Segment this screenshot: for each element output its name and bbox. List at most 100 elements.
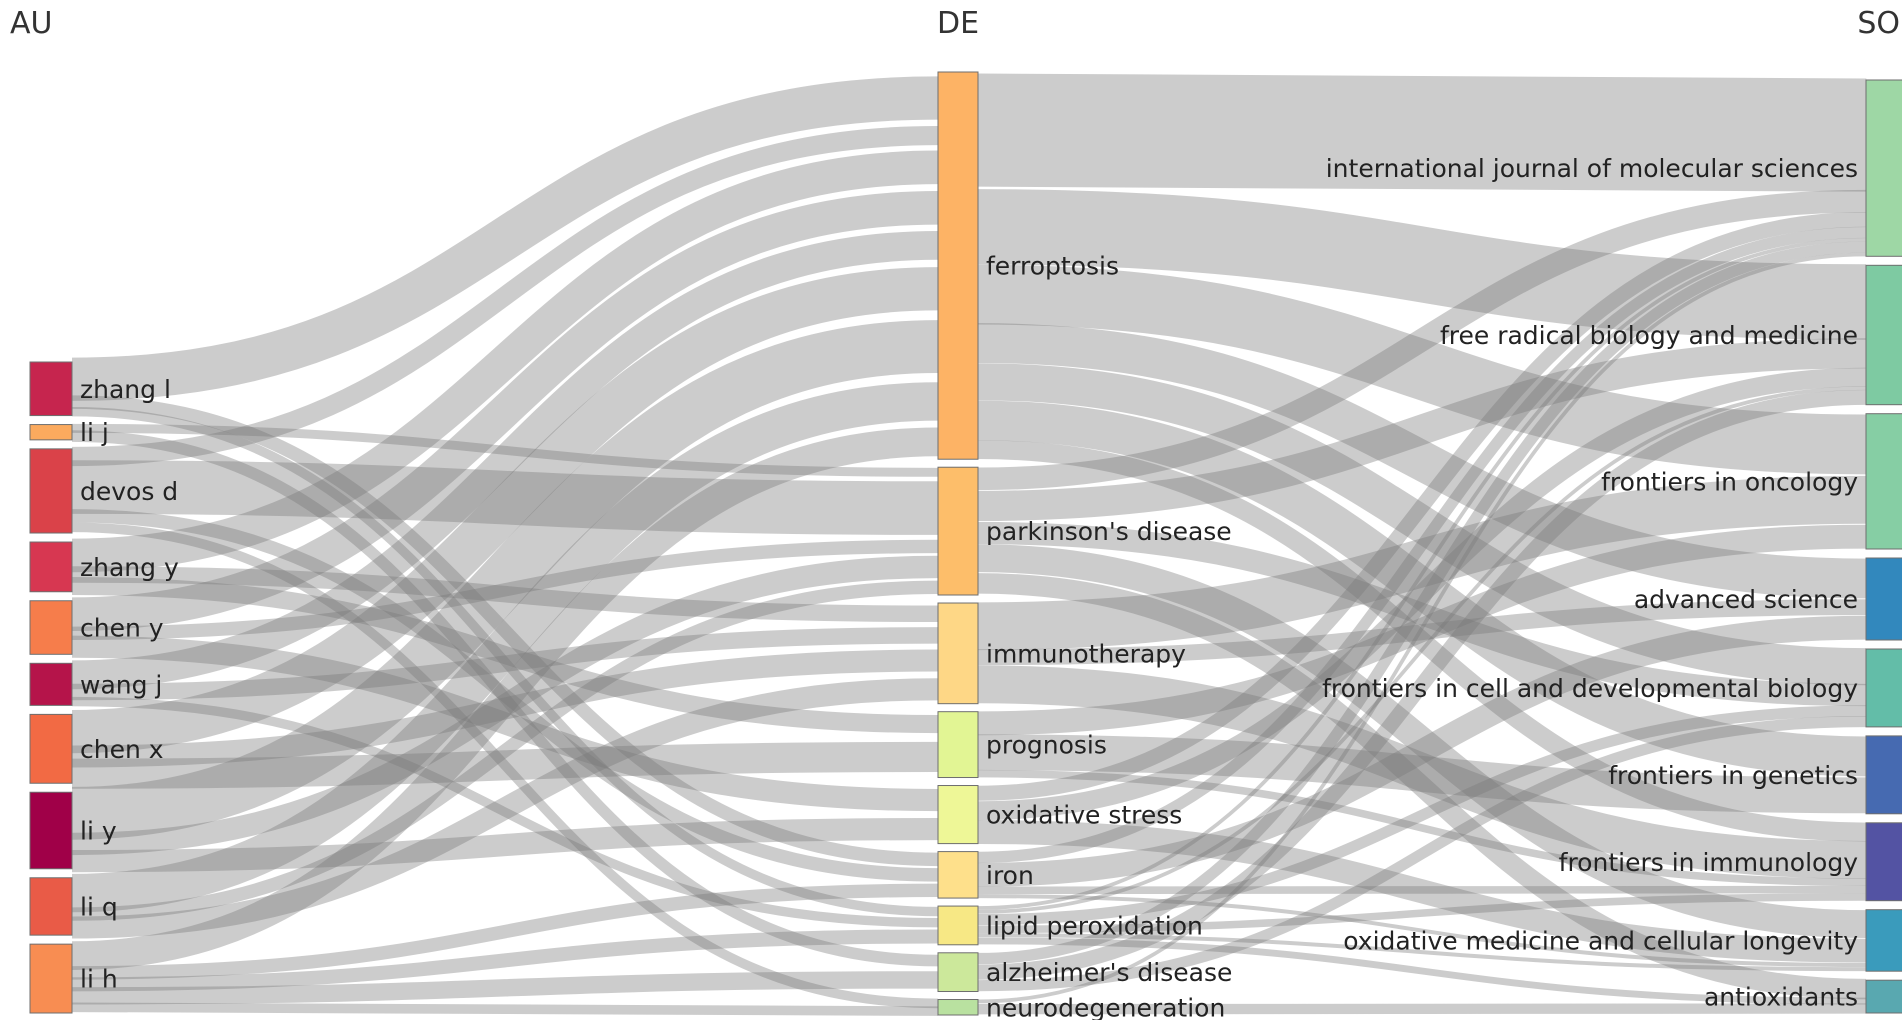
- node-fgen[interactable]: [1865, 735, 1902, 815]
- link-oxidative_stress-to-omcl[interactable]: [977, 820, 1867, 963]
- link-wang_j-to-lipid_peroxidation[interactable]: [71, 696, 939, 928]
- node-chen_y[interactable]: [29, 600, 73, 655]
- link-ferroptosis-to-fimm[interactable]: [977, 440, 1867, 842]
- link-li_y-to-oxidative_stress[interactable]: [71, 817, 939, 873]
- link-lipid_peroxidation-to-fcdb[interactable]: [977, 705, 1867, 926]
- link-oxidative_stress-to-frbm[interactable]: [977, 367, 1867, 821]
- node-li_q[interactable]: [29, 877, 73, 936]
- link-immunotherapy-to-fonc[interactable]: [977, 475, 1867, 651]
- link-prognosis-to-fgen[interactable]: [977, 734, 1867, 814]
- node-devos_d[interactable]: [29, 448, 73, 534]
- link-lipid_peroxidation-to-frbm[interactable]: [977, 386, 1867, 914]
- node-chen_x[interactable]: [29, 713, 73, 784]
- link-ferroptosis-to-fgen[interactable]: [977, 400, 1867, 777]
- link-parkinsons-to-fcdb[interactable]: [977, 521, 1867, 707]
- link-prognosis-to-fonc[interactable]: [977, 524, 1867, 736]
- link-parkinsons-to-ijms[interactable]: [977, 189, 1867, 491]
- link-li_q-to-immunotherapy[interactable]: [71, 678, 939, 939]
- link-li_h-to-iron[interactable]: [71, 883, 939, 980]
- link-li_y-to-parkinsons[interactable]: [71, 555, 939, 856]
- node-ferroptosis[interactable]: [937, 71, 979, 460]
- link-lipid_peroxidation-to-omcl[interactable]: [977, 933, 1867, 972]
- node-zhang_l[interactable]: [29, 361, 73, 417]
- link-zhang_y-to-immunotherapy[interactable]: [71, 566, 939, 623]
- link-iron-to-omcl[interactable]: [977, 894, 1867, 968]
- link-devos_d-to-iron[interactable]: [71, 509, 939, 882]
- link-ferroptosis-to-fonc[interactable]: [977, 264, 1867, 475]
- link-wang_j-to-immunotherapy[interactable]: [71, 627, 939, 701]
- node-antiox[interactable]: [1865, 979, 1902, 1014]
- node-li_y[interactable]: [29, 791, 73, 870]
- link-alzheimers-to-frbm[interactable]: [977, 389, 1867, 980]
- link-ferroptosis-to-frbm[interactable]: [977, 189, 1867, 340]
- link-chen_y-to-ferroptosis[interactable]: [71, 191, 939, 631]
- node-fimm[interactable]: [1865, 822, 1902, 902]
- node-advsci[interactable]: [1865, 557, 1902, 641]
- link-chen_x-to-ferroptosis[interactable]: [71, 267, 939, 754]
- link-prognosis-to-fimm[interactable]: [977, 769, 1867, 886]
- node-li_j[interactable]: [29, 424, 73, 441]
- link-neurodegeneration-to-ijms[interactable]: [977, 252, 1867, 1004]
- node-fonc[interactable]: [1865, 413, 1902, 550]
- link-chen_x-to-immunotherapy[interactable]: [71, 649, 939, 768]
- link-li_h-to-ferroptosis[interactable]: [71, 427, 939, 971]
- link-ferroptosis-to-fcdb[interactable]: [977, 363, 1867, 686]
- link-li_y-to-ferroptosis[interactable]: [71, 320, 939, 840]
- link-immunotherapy-to-advsci[interactable]: [977, 599, 1867, 666]
- link-oxidative_stress-to-ijms[interactable]: [977, 212, 1867, 801]
- link-chen_y-to-parkinsons[interactable]: [71, 539, 939, 640]
- link-li_q-to-parkinsons[interactable]: [71, 580, 939, 921]
- link-lipid_peroxidation-to-fimm[interactable]: [977, 893, 1867, 934]
- node-ijms[interactable]: [1865, 79, 1902, 257]
- link-zhang_y-to-prognosis[interactable]: [71, 576, 939, 734]
- link-alzheimers-to-fcdb[interactable]: [977, 716, 1867, 992]
- link-li_h-to-neurodegeneration[interactable]: [71, 1002, 939, 1016]
- node-prognosis[interactable]: [937, 711, 979, 779]
- link-immunotherapy-to-fimm[interactable]: [977, 665, 1867, 879]
- link-li_h-to-alzheimers[interactable]: [71, 971, 939, 1005]
- node-zhang_y[interactable]: [29, 541, 73, 593]
- link-lipid_peroxidation-to-ijms[interactable]: [977, 237, 1867, 910]
- link-chen_x-to-prognosis[interactable]: [71, 741, 939, 789]
- node-label-parkinsons: parkinson's disease: [986, 517, 1232, 546]
- node-alzheimers[interactable]: [937, 952, 979, 993]
- link-devos_d-to-neurodegeneration[interactable]: [71, 522, 939, 1009]
- link-parkinsons-to-omcl[interactable]: [977, 544, 1867, 938]
- node-fcdb[interactable]: [1865, 648, 1902, 728]
- link-li_j-to-parkinsons[interactable]: [71, 423, 939, 477]
- link-li_q-to-ferroptosis[interactable]: [71, 382, 939, 913]
- link-lipid_peroxidation-to-antiox[interactable]: [977, 937, 1867, 1005]
- link-iron-to-fimm[interactable]: [977, 885, 1867, 895]
- link-devos_d-to-ferroptosis[interactable]: [71, 125, 939, 467]
- node-omcl[interactable]: [1865, 909, 1902, 972]
- link-devos_d-to-parkinsons[interactable]: [71, 460, 939, 535]
- link-zhang_l-to-ferroptosis[interactable]: [71, 76, 939, 401]
- link-li_j-to-alzheimers[interactable]: [71, 430, 939, 967]
- link-chen_y-to-oxidative_stress[interactable]: [71, 635, 939, 812]
- link-parkinsons-to-frbm[interactable]: [977, 338, 1867, 522]
- link-iron-to-ijms[interactable]: [977, 226, 1867, 864]
- node-oxidative_stress[interactable]: [937, 785, 979, 845]
- link-zhang_y-to-ferroptosis[interactable]: [71, 150, 939, 573]
- link-alzheimers-to-ijms[interactable]: [977, 241, 1867, 965]
- node-label-li_h: li h: [80, 965, 118, 994]
- node-iron[interactable]: [937, 851, 979, 899]
- node-li_h[interactable]: [29, 943, 73, 1014]
- link-zhang_l-to-lipid_peroxidation[interactable]: [71, 407, 939, 917]
- link-wang_j-to-ferroptosis[interactable]: [71, 230, 939, 690]
- node-parkinsons[interactable]: [937, 466, 979, 596]
- node-immunotherapy[interactable]: [937, 602, 979, 705]
- link-neurodegeneration-to-antiox[interactable]: [977, 1003, 1867, 1015]
- link-parkinsons-to-antiox[interactable]: [977, 573, 1867, 1000]
- link-li_h-to-lipid_peroxidation[interactable]: [71, 929, 939, 992]
- node-label-devos_d: devos d: [80, 477, 178, 506]
- node-lipid_peroxidation[interactable]: [937, 905, 979, 946]
- link-ferroptosis-to-advsci[interactable]: [977, 323, 1867, 599]
- node-frbm[interactable]: [1865, 264, 1902, 406]
- node-wang_j[interactable]: [29, 662, 73, 706]
- link-zhang_l-to-iron[interactable]: [71, 395, 939, 867]
- link-iron-to-advsci[interactable]: [977, 615, 1867, 887]
- node-label-alzheimers: alzheimer's disease: [986, 958, 1232, 987]
- node-neurodegeneration[interactable]: [937, 999, 979, 1016]
- link-ferroptosis-to-ijms[interactable]: [977, 73, 1867, 192]
